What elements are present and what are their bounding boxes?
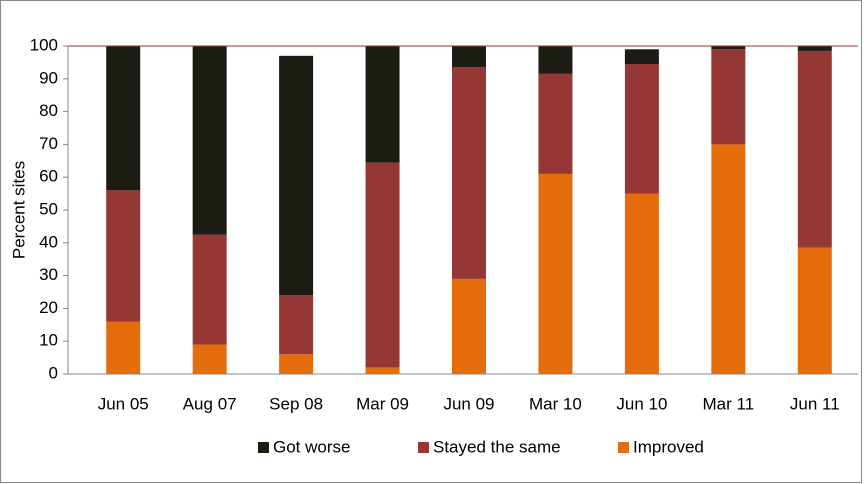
x-tick-label: Mar 09 xyxy=(356,394,409,413)
bar-segment xyxy=(711,46,746,50)
bar-segment xyxy=(624,49,659,65)
bar-segment xyxy=(365,367,400,374)
bar-segment xyxy=(365,162,400,368)
legend-swatch xyxy=(418,442,429,453)
y-tick-label: 20 xyxy=(39,298,58,317)
x-tick-label: Mar 11 xyxy=(703,394,755,413)
y-tick-label: 50 xyxy=(39,199,58,218)
bar-segment xyxy=(192,46,227,235)
y-tick-label: 100 xyxy=(30,35,58,54)
bar-segment xyxy=(106,321,141,374)
x-tick-label: Mar 10 xyxy=(529,394,582,413)
y-tick-label: 90 xyxy=(39,68,58,87)
bar-segment xyxy=(711,49,746,145)
bar-segment xyxy=(279,55,314,296)
bar-segment xyxy=(624,193,659,374)
y-tick-label: 10 xyxy=(39,331,58,350)
bar-segment xyxy=(106,46,141,191)
x-tick-label: Jun 09 xyxy=(443,394,494,413)
legend-label: Got worse xyxy=(273,437,350,456)
bar-segment xyxy=(797,50,832,248)
x-tick-label: Jun 05 xyxy=(98,394,149,413)
bar-segment xyxy=(624,64,659,194)
y-tick-label: 40 xyxy=(39,232,58,251)
y-tick-label: 30 xyxy=(39,265,58,284)
legend-swatch xyxy=(258,442,269,453)
legend-swatch xyxy=(618,442,629,453)
y-tick-label: 80 xyxy=(39,101,58,120)
bar-segment xyxy=(279,354,314,374)
bar-segment xyxy=(797,247,832,374)
bar-segment xyxy=(192,344,227,374)
y-tick-label: 0 xyxy=(49,363,58,382)
bar-segment xyxy=(452,278,486,374)
x-tick-label: Sep 08 xyxy=(269,394,323,413)
y-tick-label: 60 xyxy=(39,167,58,186)
bar-segment xyxy=(711,144,746,374)
bar-segment xyxy=(106,190,141,322)
bar-segment xyxy=(538,73,573,174)
x-tick-label: Jun 10 xyxy=(616,394,667,413)
y-tick-label: 70 xyxy=(39,134,58,153)
bar-segment xyxy=(538,46,573,74)
bar-segment xyxy=(538,173,573,374)
bar-segment xyxy=(192,234,227,345)
bar-segment xyxy=(452,46,486,68)
y-axis-title: Percent sites xyxy=(9,161,28,259)
x-tick-label: Jun 11 xyxy=(790,394,840,413)
bar-segment xyxy=(797,46,832,51)
bar-segment xyxy=(279,295,314,355)
legend-label: Improved xyxy=(633,437,704,456)
bar-segment xyxy=(365,46,400,163)
bar-segment xyxy=(452,67,486,279)
x-tick-label: Aug 07 xyxy=(183,394,237,413)
legend-label: Stayed the same xyxy=(433,437,561,456)
